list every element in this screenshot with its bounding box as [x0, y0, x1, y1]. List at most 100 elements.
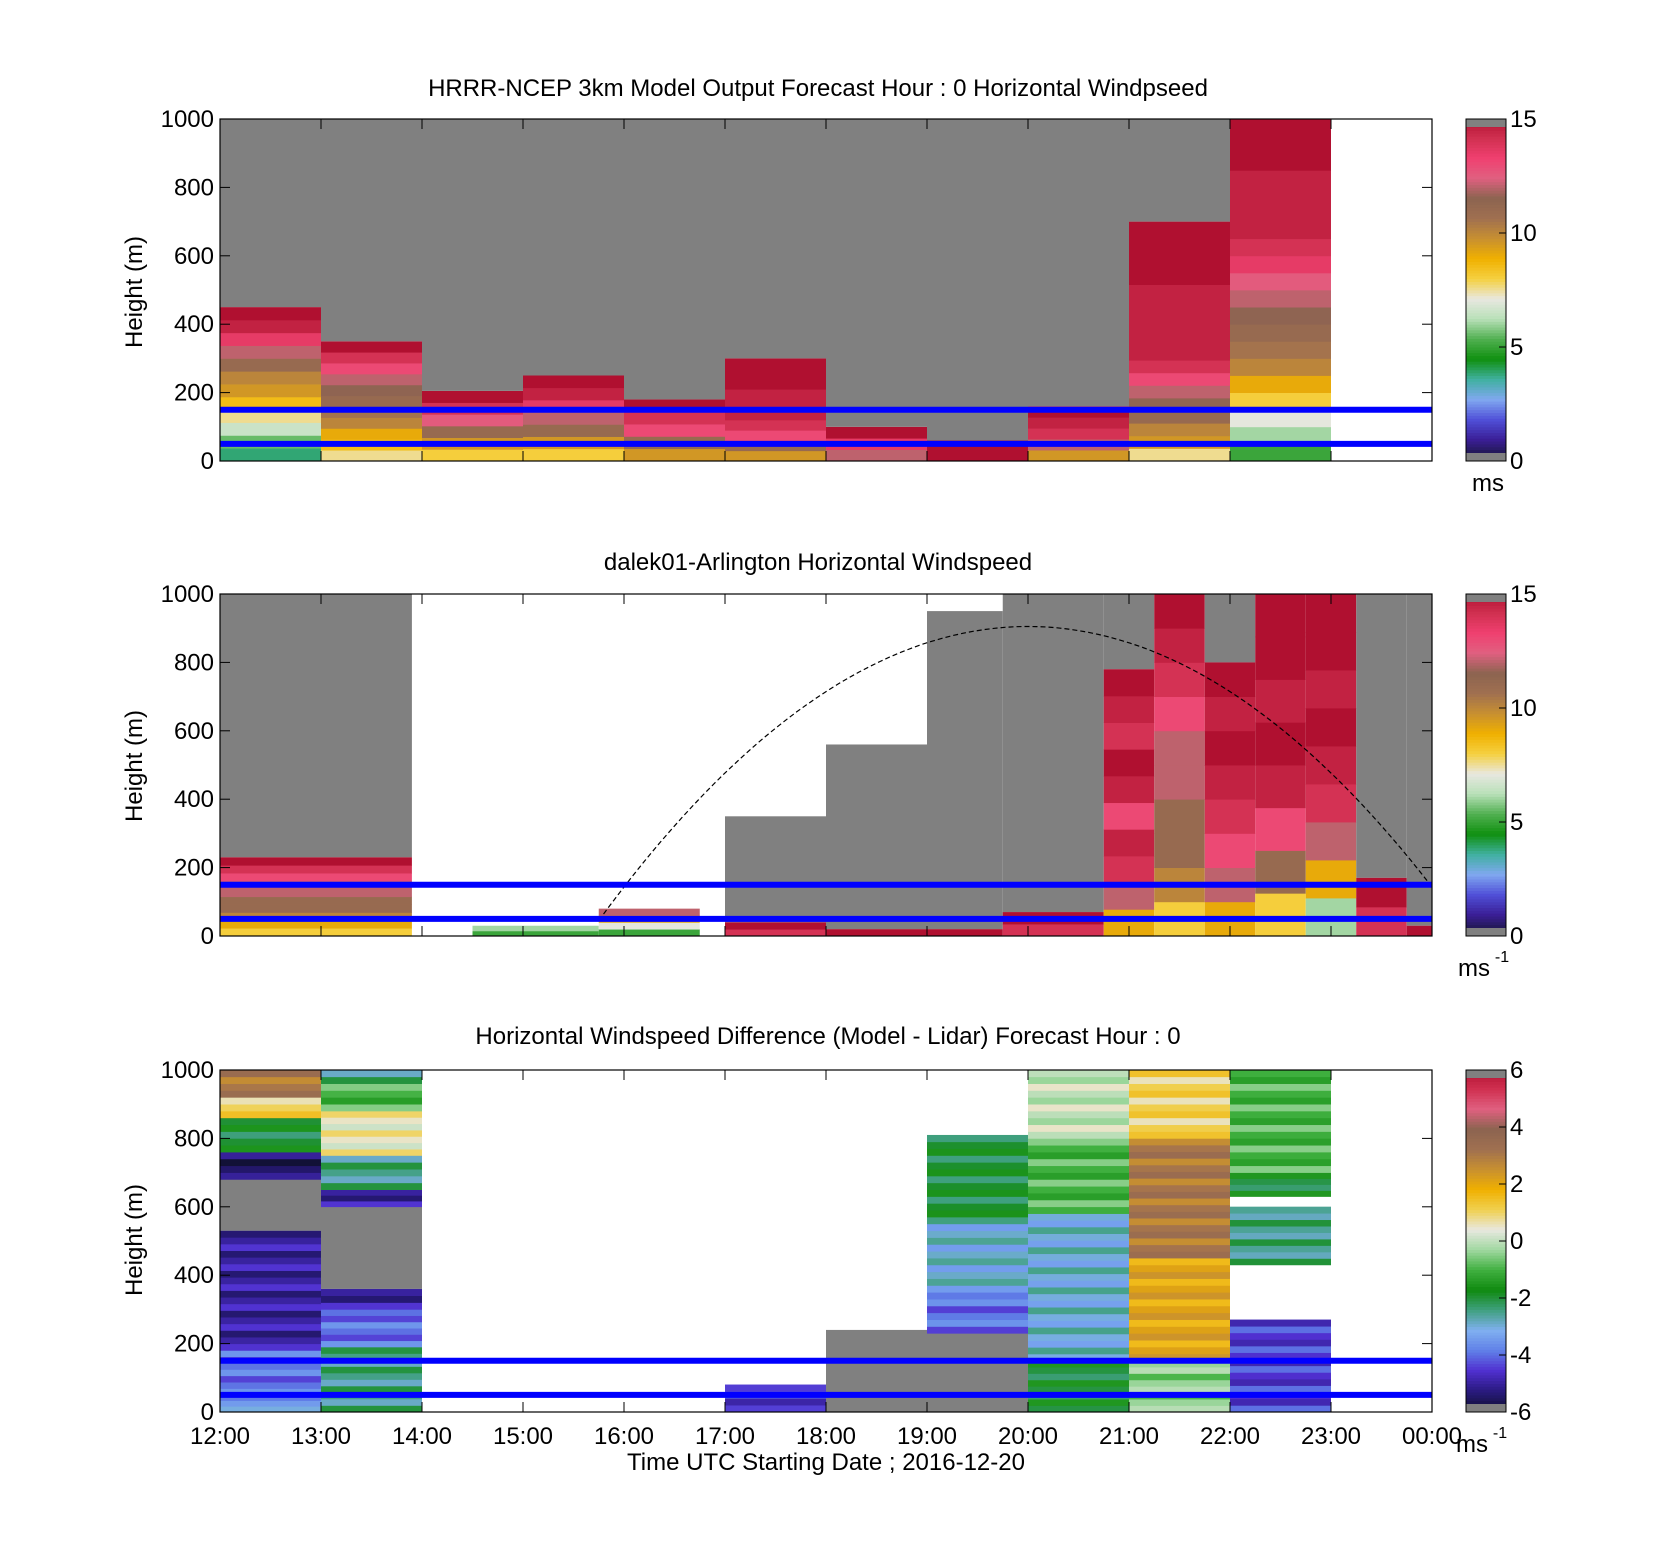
- heatmap-missing: [927, 611, 1003, 930]
- colorbar-segment: [1466, 605, 1506, 609]
- colorbar-segment: [1466, 426, 1506, 431]
- heatmap-column: [220, 307, 321, 462]
- colorbar-segment: [1466, 733, 1506, 737]
- heatmap-cell: [1129, 1070, 1230, 1078]
- colorbar-segment: [1466, 787, 1506, 792]
- colorbar-segment: [1466, 622, 1506, 626]
- heatmap-cell: [523, 412, 624, 425]
- colorbar-unit-exponent: -1: [1495, 949, 1509, 966]
- y-tick-label: 400: [174, 1262, 214, 1289]
- colorbar-segment: [1466, 230, 1506, 234]
- heatmap-cell: [1230, 1326, 1331, 1334]
- heatmap-cell: [523, 387, 624, 401]
- heatmap-cell: [927, 1189, 1028, 1197]
- colorbar-segment: [1466, 327, 1506, 331]
- heatmap-cell: [927, 1292, 1028, 1300]
- colorbar-segment: [1466, 1346, 1506, 1350]
- heatmap-cell: [1028, 1213, 1129, 1221]
- heatmap-cell: [422, 425, 523, 439]
- heatmap-cell: [1103, 695, 1155, 723]
- heatmap-cell: [321, 1206, 422, 1289]
- colorbar-segment: [1466, 705, 1506, 709]
- heatmap-cell: [1028, 1199, 1129, 1208]
- heatmap-cell: [1154, 799, 1205, 834]
- heatmap-missing: [826, 744, 927, 930]
- colorbar-tick-label: 0: [1510, 923, 1523, 950]
- colorbar-segment: [1466, 324, 1506, 328]
- colorbar-segment: [1466, 389, 1506, 394]
- heatmap-cell: [321, 1399, 422, 1406]
- colorbar-segment: [1466, 841, 1506, 846]
- colorbar-tick-label: 5: [1510, 334, 1523, 361]
- colorbar-segment: [1466, 406, 1506, 411]
- colorbar-segment: [1466, 1155, 1506, 1159]
- heatmap-cell: [725, 399, 826, 411]
- heatmap-cell: [826, 449, 927, 462]
- heatmap-cell: [220, 1277, 321, 1285]
- heatmap-cell: [927, 1169, 1028, 1177]
- heatmap-cell: [321, 1302, 422, 1310]
- heatmap-cell: [1305, 822, 1357, 861]
- colorbar-segment: [1466, 1332, 1506, 1336]
- colorbar-segment: [1466, 881, 1506, 886]
- colorbar-segment: [1466, 676, 1506, 680]
- colorbar-segment: [1466, 887, 1506, 891]
- heatmap-cell: [1129, 1083, 1230, 1091]
- heatmap-cell: [220, 904, 412, 913]
- heatmap-cell: [1028, 1104, 1129, 1112]
- heatmap-cell: [1230, 443, 1331, 462]
- x-tick-label: 17:00: [695, 1423, 755, 1450]
- heatmap-cell: [927, 1203, 1028, 1211]
- heatmap-column: [1204, 594, 1256, 937]
- heatmap-cell: [1230, 1213, 1331, 1221]
- colorbar-segment: [1466, 696, 1506, 700]
- heatmap-cell: [220, 1350, 321, 1358]
- heatmap-cell: [1129, 1211, 1230, 1219]
- heatmap-cell: [220, 865, 412, 874]
- heatmap-cell: [1204, 765, 1256, 800]
- colorbar-segment: [1466, 804, 1506, 809]
- colorbar-segment: [1466, 861, 1506, 866]
- heatmap-cell: [321, 1405, 422, 1413]
- colorbar-segment: [1466, 762, 1506, 766]
- colorbar-segment: [1466, 910, 1506, 914]
- colorbar-segment: [1466, 670, 1506, 675]
- heatmap-column: [1305, 594, 1357, 937]
- heatmap-cell: [1129, 1218, 1230, 1226]
- heatmap-cell: [220, 1179, 321, 1231]
- heatmap-cell: [927, 1312, 1028, 1320]
- missing-cell: [624, 119, 725, 400]
- heatmap-cell: [1230, 1138, 1331, 1146]
- colorbar-segment: [1466, 170, 1506, 174]
- heatmap-cell: [1230, 1172, 1331, 1179]
- heatmap-cell: [220, 888, 412, 898]
- heatmap-cell: [725, 450, 826, 462]
- heatmap-cell: [1230, 1352, 1331, 1360]
- colorbar-segment: [1466, 187, 1506, 191]
- colorbar-segment: [1466, 1255, 1506, 1259]
- heatmap-cell: [1230, 1097, 1331, 1105]
- colorbar-segment: [1466, 255, 1506, 260]
- colorbar-segment: [1466, 702, 1506, 706]
- colorbar-segment: [1466, 859, 1506, 863]
- y-tick-label: 600: [174, 718, 214, 745]
- heatmap-cell: [321, 1090, 422, 1098]
- heatmap-cell: [927, 1155, 1028, 1163]
- colorbar-segment: [1466, 446, 1506, 451]
- y-axis-label: Height (m): [121, 236, 148, 348]
- heatmap-cell: [1028, 1253, 1129, 1261]
- heatmap-cell: [1255, 679, 1306, 723]
- colorbar-segment: [1466, 1355, 1506, 1359]
- colorbar-segment: [1466, 207, 1506, 211]
- heatmap-cell: [220, 1230, 321, 1238]
- heatmap-column: [826, 744, 927, 937]
- colorbar-segment: [1466, 1326, 1506, 1330]
- colorbar-segment: [1466, 1249, 1506, 1253]
- colorbar-segment: [1466, 1144, 1506, 1148]
- heatmap-cell: [624, 424, 725, 437]
- heatmap-cell: [1103, 775, 1155, 804]
- colorbar-segment: [1466, 1372, 1506, 1376]
- heatmap-cell: [1028, 1158, 1129, 1167]
- heatmap-cell: [1028, 1206, 1129, 1214]
